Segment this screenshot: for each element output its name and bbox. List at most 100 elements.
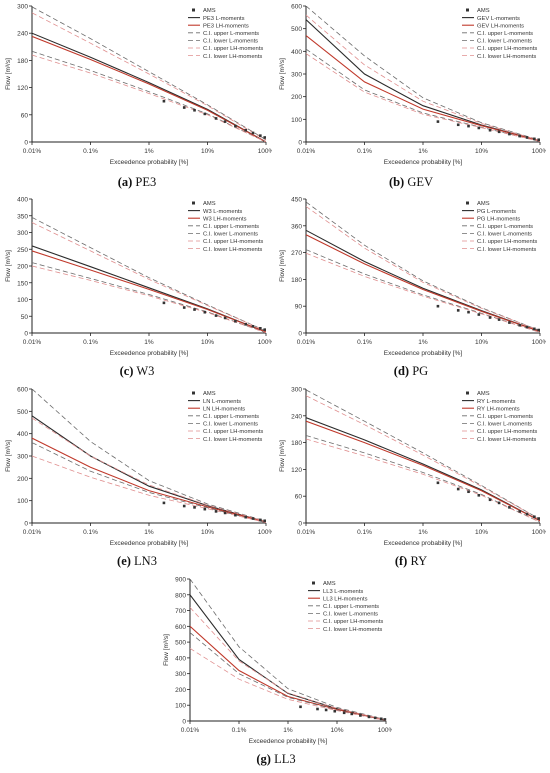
ams-point: [537, 328, 540, 332]
x-tick-label: 0.1%: [83, 529, 98, 536]
legend-label: AMS: [203, 8, 216, 14]
y-tick-label: 120: [17, 85, 28, 92]
ams-point: [342, 711, 346, 715]
legend-label: C.I. upper LH-moments: [203, 46, 263, 52]
x-tick-label: 1%: [144, 148, 154, 155]
caption-ln3: (e) LN3: [117, 554, 157, 568]
x-tick-label: 100%: [258, 148, 272, 155]
series-line-c-i-upper-lh-moments: [306, 14, 540, 141]
y-tick-label: 100: [175, 703, 186, 710]
ams-point: [477, 313, 481, 316]
chart-ry: 0 60 120 180 240 300 0.01% 0.1% 1% 10% 100% Exceede…: [279, 387, 549, 548]
legend-label: C.I. upper L-moments: [477, 224, 533, 230]
caption-ry: (f) RY: [394, 554, 428, 568]
x-tick-label: 0.1%: [83, 339, 98, 346]
series-line-c-i-upper-l-moments: [32, 217, 266, 332]
series-line-c-i-lower-lh-moments: [306, 53, 540, 142]
y-tick-label: 600: [17, 387, 28, 394]
series-line-c-i-lower-l-moments: [306, 435, 540, 523]
legend-label: C.I. upper LH-moments: [477, 429, 537, 435]
y-tick-label: 500: [291, 26, 302, 33]
chart-pg: 0 90 180 270 360 450 0.01% 0.1% 1% 10% 100% Exceede…: [279, 197, 549, 358]
x-tick-label: 1%: [144, 339, 154, 346]
y-tick-label: 180: [291, 277, 302, 284]
legend-label: AMS: [477, 8, 490, 14]
y-axis-label: Flow [m³/s]: [5, 58, 12, 90]
y-tick-label: 0: [298, 521, 302, 528]
y-tick-label: 400: [17, 431, 28, 438]
y-tick-label: 0: [298, 140, 302, 147]
ams-point: [316, 707, 319, 711]
legend-label: C.I. lower LH-moments: [323, 627, 382, 633]
legend-label: C.I. upper L-moments: [203, 31, 259, 37]
y-tick-label: 900: [175, 577, 186, 584]
y-tick-label: 400: [291, 49, 302, 56]
series-line-c-i-upper-l-moments: [306, 6, 540, 141]
ams-point: [214, 117, 218, 120]
ams-point: [193, 108, 196, 112]
y-tick-label: 0: [298, 331, 302, 338]
x-tick-label: 10%: [201, 529, 214, 536]
y-axis-label: Flow [m³/s]: [279, 58, 286, 90]
ams-point: [223, 120, 227, 123]
series-line-c-i-upper-lh-moments: [306, 395, 540, 520]
ams-point: [367, 715, 371, 719]
series-line-c-i-lower-lh-moments: [190, 648, 386, 721]
ams-point: [359, 714, 362, 717]
x-tick-label: 0.01%: [297, 529, 316, 536]
caption-w3: (c) W3: [119, 364, 155, 378]
ams-point: [508, 506, 511, 509]
y-tick-label: 200: [175, 687, 186, 694]
y-tick-label: 500: [17, 409, 28, 416]
chart-ll3: 0 100 200 300 400 500 600 700 800 900 0.01% 0.1% 1% 1…: [163, 577, 395, 746]
y-tick-label: 300: [291, 387, 302, 394]
ams-point: [379, 717, 383, 721]
panel-ln3: 0 100 200 300 400 500 600 0.01% 0.1% 1% 10% 100% Exc…: [2, 383, 275, 573]
ams-point: [488, 316, 492, 319]
chart-gev: 0 100 200 300 400 500 600 0.01% 0.1% 1% 10% 100% Exc…: [279, 4, 549, 167]
legend-label: C.I. lower L-moments: [323, 612, 378, 618]
legend-label: C.I. upper L-moments: [203, 224, 259, 230]
legend-label: AMS: [323, 581, 336, 587]
series-line-c-i-lower-lh-moments: [32, 265, 266, 333]
y-tick-label: 0: [24, 140, 28, 147]
ams-point: [234, 319, 237, 323]
x-tick-label: 0.1%: [232, 727, 247, 734]
y-tick-label: 500: [175, 640, 186, 647]
legend-label: C.I. upper LH-moments: [477, 46, 537, 52]
panel-w3: 0 50 100 150 200 250 300 350 400 0.01% 0.1% 1% 10% 10…: [2, 193, 275, 383]
legend-label: C.I. upper LH-moments: [203, 239, 263, 245]
x-tick-label: 1%: [418, 148, 428, 155]
ams-point: [467, 310, 470, 314]
y-tick-label: 800: [175, 592, 186, 599]
legend-label: LN LH-moments: [203, 406, 245, 412]
x-tick-label: 10%: [475, 148, 488, 155]
legend-marker-ams: [466, 8, 469, 12]
y-tick-label: 60: [295, 494, 303, 501]
x-tick-label: 0.1%: [357, 148, 372, 155]
ams-point: [373, 716, 377, 720]
y-tick-label: 60: [21, 112, 29, 119]
legend-marker-ams: [192, 201, 195, 205]
y-tick-label: 180: [291, 440, 302, 447]
series-line-c-i-upper-l-moments: [306, 389, 540, 520]
legend-label: C.I. lower L-moments: [477, 422, 532, 428]
series-line-c-i-lower-lh-moments: [306, 438, 540, 523]
series-line-ll3-lh-moments: [190, 625, 386, 721]
y-tick-label: 200: [291, 94, 302, 101]
series-line-w3-lh-moments: [32, 250, 266, 333]
series-line-pe3-lh-moments: [32, 35, 266, 142]
legend-label: C.I. lower LH-moments: [477, 437, 536, 443]
y-tick-label: 100: [17, 498, 28, 505]
y-tick-label: 700: [175, 608, 186, 615]
series-line-c-i-lower-lh-moments: [306, 252, 540, 333]
series-line-ry-lh-moments: [306, 420, 540, 522]
ams-point: [537, 517, 540, 520]
series-line-c-i-lower-lh-moments: [32, 455, 266, 523]
x-tick-label: 0.01%: [297, 339, 316, 346]
ams-point: [525, 136, 529, 139]
ams-point: [234, 124, 237, 128]
ams-point: [518, 510, 522, 513]
panel-ry: 0 60 120 180 240 300 0.01% 0.1% 1% 10% 100% Exceede…: [276, 383, 549, 573]
x-tick-label: 0.01%: [23, 339, 42, 346]
